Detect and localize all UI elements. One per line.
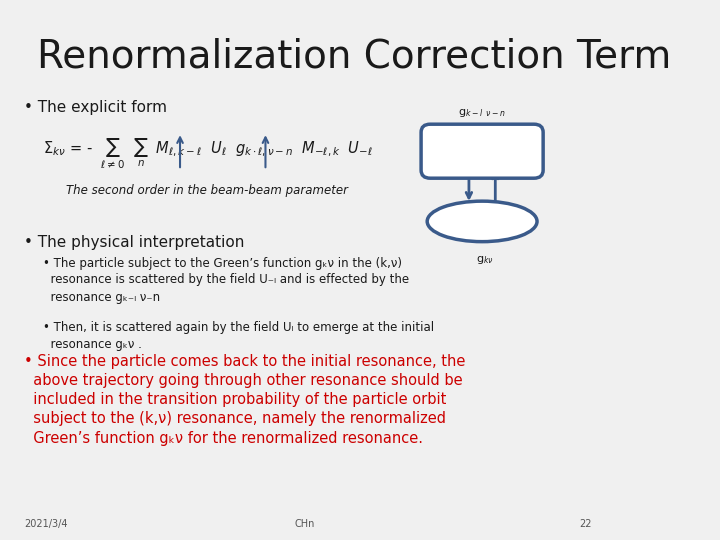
Text: U$_{-l}$: U$_{-l}$ [496,211,517,226]
Text: $\Sigma_{k\nu}$ = -  $\sum_{\ell\neq0}$  $\sum_n$  $M_{\ell,k-\ell}$  $U_\ell$  : $\Sigma_{k\nu}$ = - $\sum_{\ell\neq0}$ $… [42,137,372,171]
Text: g$_{k-l}$ $_{ν-n}$: g$_{k-l}$ $_{ν-n}$ [459,107,506,119]
FancyBboxPatch shape [421,124,543,178]
Text: U$_{l}$: U$_{l}$ [451,211,465,226]
Text: • The explicit form: • The explicit form [24,100,168,115]
Ellipse shape [427,201,537,242]
Text: g$_{kν}$: g$_{kν}$ [476,254,494,266]
Text: CHn: CHn [295,519,315,529]
Text: • The particle subject to the Green’s function gₖν in the (k,ν)
  resonance is s: • The particle subject to the Green’s fu… [42,256,409,303]
Text: • The physical interpretation: • The physical interpretation [24,235,245,250]
Text: The second order in the beam-beam parameter: The second order in the beam-beam parame… [66,184,348,197]
Text: • Then, it is scattered again by the field Uₗ to emerge at the initial
  resonan: • Then, it is scattered again by the fie… [42,321,434,352]
Text: 2021/3/4: 2021/3/4 [24,519,68,529]
Text: 22: 22 [580,519,592,529]
Text: • Since the particle comes back to the initial resonance, the
  above trajectory: • Since the particle comes back to the i… [24,354,466,445]
Text: Renormalization Correction Term: Renormalization Correction Term [37,38,671,76]
